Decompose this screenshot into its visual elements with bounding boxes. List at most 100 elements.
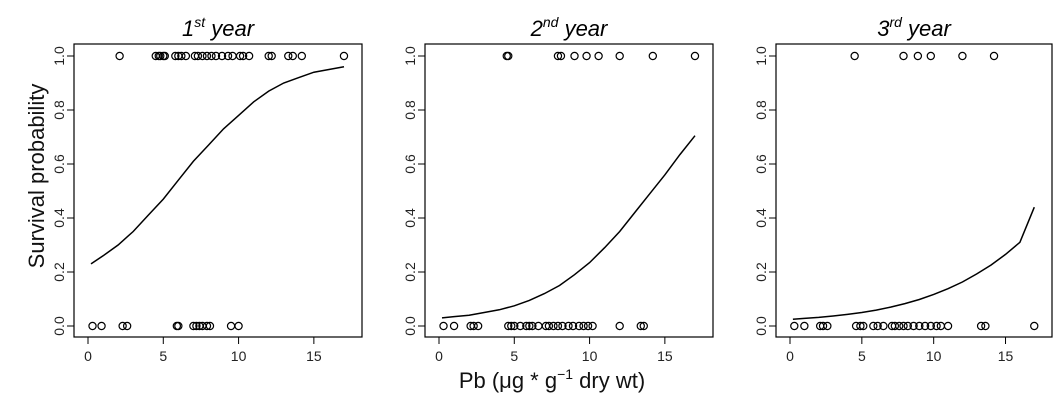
y-tick-label: 0.2 (402, 262, 418, 282)
point-survived (171, 51, 180, 61)
plot-frame (73, 43, 363, 338)
point-survived (217, 51, 227, 61)
point-survived (115, 51, 124, 61)
panel-title-superscript: st (194, 14, 206, 30)
y-axis-title: Survival probability (24, 84, 49, 269)
x-tick-label: 10 (926, 348, 942, 364)
x-tick-label: 5 (858, 348, 866, 364)
point-survived (193, 51, 203, 61)
point-survived (926, 51, 936, 61)
point-survived (556, 51, 566, 61)
point-died (588, 321, 597, 331)
x-tick-label: 5 (159, 348, 167, 364)
point-survived (958, 51, 967, 61)
y-tick-label: 0.8 (51, 100, 67, 120)
point-survived (235, 51, 245, 61)
point-survived (989, 51, 999, 61)
point-died (981, 321, 990, 331)
point-died (234, 321, 243, 331)
x-tick-label: 0 (84, 348, 92, 364)
y-tick-label: 0.0 (51, 316, 67, 336)
point-died (553, 321, 563, 331)
point-died (504, 321, 513, 331)
point-died (932, 321, 941, 331)
y-tick-label: 0.8 (402, 100, 418, 120)
point-survived (648, 51, 658, 61)
point-died (469, 321, 478, 331)
point-survived (267, 51, 276, 61)
x-tick-label: 10 (231, 348, 247, 364)
panel-title: 1st year (182, 14, 256, 41)
y-tick-label: 1.0 (51, 46, 67, 66)
panel-1: 1st year 0 5 10 15 0.0 0.2 0.4 0.6 0.8 1.0 (51, 14, 363, 364)
y-tick-label: 0.4 (402, 208, 418, 228)
point-survived (582, 51, 591, 61)
fitted-curve (90, 66, 345, 265)
panel-title: 2nd year (530, 14, 609, 41)
point-survived (244, 51, 254, 61)
point-died (869, 321, 878, 331)
panel-data (88, 51, 349, 331)
point-survived (899, 51, 908, 61)
panel-title-number: 1 (182, 16, 194, 41)
point-died (192, 321, 201, 331)
point-survived (156, 51, 165, 61)
point-survived (223, 51, 233, 61)
point-died (859, 321, 868, 331)
point-died (894, 321, 904, 331)
point-survived (615, 51, 624, 61)
point-died (226, 321, 236, 331)
point-died (936, 321, 946, 331)
point-died (558, 321, 567, 331)
point-survived (913, 51, 923, 61)
point-died (525, 321, 534, 331)
point-died (639, 321, 648, 331)
point-died (890, 321, 900, 331)
point-died (615, 321, 624, 331)
x-axis-title-sup: −1 (557, 366, 573, 382)
point-survived (238, 51, 248, 61)
point-survived (288, 51, 297, 61)
point-died (88, 321, 97, 331)
panel-title-word: year (205, 16, 256, 41)
panel-data (439, 51, 700, 331)
point-died (583, 321, 593, 331)
point-survived (504, 51, 513, 61)
point-died (920, 321, 930, 331)
plot-frame (775, 43, 1053, 338)
x-tick-label: 15 (657, 348, 673, 364)
point-died (915, 321, 924, 331)
point-died (473, 321, 483, 331)
point-died (879, 321, 888, 331)
point-survived (339, 51, 349, 61)
point-died (544, 321, 554, 331)
point-died (800, 321, 809, 331)
point-survived (553, 51, 563, 61)
point-died (564, 321, 573, 331)
point-died (579, 321, 588, 331)
fitted-curve (441, 135, 696, 319)
y-tick-label: 0.6 (753, 154, 769, 174)
y-tick-label: 1.0 (753, 46, 769, 66)
point-died (174, 321, 183, 331)
point-died (528, 321, 537, 331)
point-died (507, 321, 516, 331)
point-died (818, 321, 828, 331)
point-died (943, 321, 953, 331)
point-died (205, 321, 215, 331)
point-survived (594, 51, 603, 61)
point-died (903, 321, 913, 331)
point-died (823, 321, 832, 331)
point-survived (297, 51, 307, 61)
panel-title-word: year (558, 16, 609, 41)
point-survived (181, 51, 191, 61)
panel-title-number: 2 (530, 16, 543, 41)
point-survived (202, 51, 212, 61)
point-died (122, 321, 132, 331)
x-tick-label: 0 (786, 348, 794, 364)
fitted-curve (792, 206, 1035, 321)
point-survived (284, 51, 293, 61)
x-tick-label: 0 (435, 348, 443, 364)
panel-title: 3rd year (877, 14, 952, 41)
